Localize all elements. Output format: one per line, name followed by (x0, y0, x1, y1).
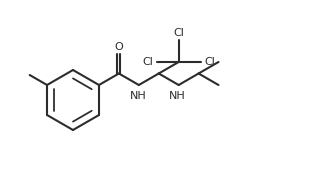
Text: NH: NH (130, 91, 146, 101)
Text: NH: NH (169, 91, 186, 101)
Text: Cl: Cl (142, 57, 153, 67)
Text: O: O (114, 43, 123, 52)
Text: Cl: Cl (204, 57, 215, 67)
Text: Cl: Cl (173, 28, 184, 38)
